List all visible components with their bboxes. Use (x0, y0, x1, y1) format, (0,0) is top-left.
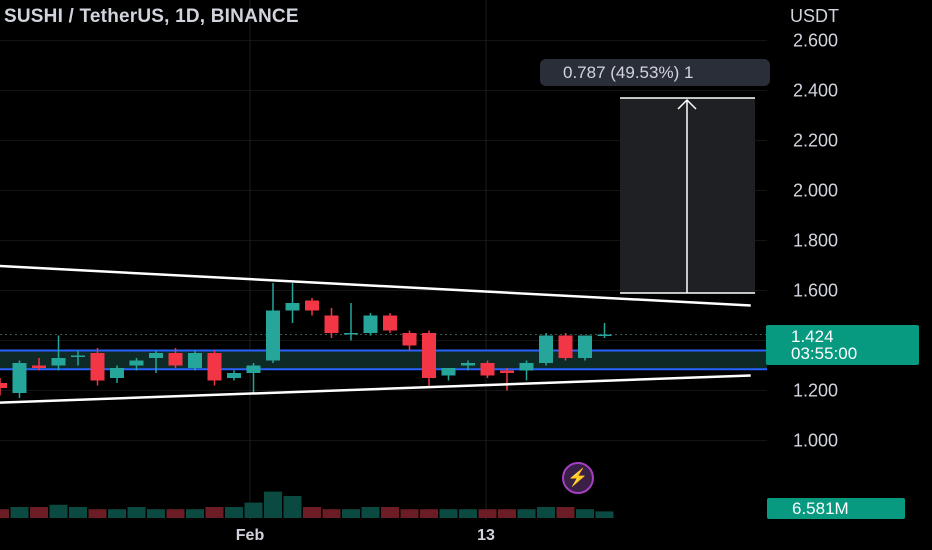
candle-body (207, 353, 222, 381)
price-tick-label: 1.600 (793, 281, 838, 301)
volume-bar (283, 496, 302, 518)
candle-body (188, 353, 202, 368)
candle-body (461, 363, 475, 366)
price-tick-label: 2.400 (793, 81, 838, 101)
volume-bar (498, 509, 516, 518)
candle-body (12, 363, 27, 393)
volume-bar (361, 507, 380, 518)
price-tick-label: 2.000 (793, 181, 838, 201)
volume-bar (166, 509, 185, 518)
candle-body (305, 300, 319, 311)
candle-body (129, 360, 144, 366)
volume-bar (244, 502, 263, 518)
candle-body (227, 373, 241, 378)
volume-bar (537, 507, 555, 518)
measure-arrow-head (677, 98, 697, 110)
chart-title[interactable]: SUSHI / TetherUS, 1D, BINANCE (4, 6, 299, 27)
volume-bar (69, 507, 87, 518)
volume-bar (127, 507, 146, 518)
axis-currency: USDT (790, 6, 839, 26)
volume-bar (556, 507, 575, 518)
price-tick-label: 2.200 (793, 131, 838, 151)
last-price: 1.424 (791, 327, 834, 346)
volume-bar (595, 511, 614, 518)
volume-bar (303, 507, 321, 518)
volume-bar (576, 509, 594, 518)
volume-bar (205, 507, 224, 518)
volume-bar (478, 509, 497, 518)
candle-body (422, 333, 436, 378)
candle-body (51, 358, 66, 366)
measure-box (620, 97, 755, 294)
candles (0, 283, 612, 398)
candle-body (578, 335, 592, 358)
candle-body (441, 368, 456, 376)
volume-bar (30, 507, 48, 518)
volume-bar (49, 504, 68, 518)
candle-body (363, 315, 378, 333)
candle-body (168, 353, 183, 366)
volume-bar (225, 507, 243, 518)
candle-body (324, 315, 339, 333)
candle-body (344, 333, 358, 335)
volume-bar (147, 509, 165, 518)
triangle-lower-line (0, 374, 751, 404)
candle-body (32, 365, 46, 368)
trendlines (0, 264, 751, 404)
candle-body (149, 353, 163, 358)
x-tick-13: 13 (477, 527, 495, 544)
candle-body (597, 334, 612, 336)
candle-body (480, 363, 495, 376)
volume-bar (264, 491, 282, 518)
volume-bar (459, 509, 477, 518)
volume-bar (322, 509, 341, 518)
volume-bar (88, 509, 107, 518)
candle-body (71, 355, 85, 357)
volume-bar (439, 509, 458, 518)
candle-body (402, 333, 417, 346)
volume-bar (400, 509, 419, 518)
price-tick-label: 1.000 (793, 431, 838, 451)
volume-bar (186, 509, 204, 518)
price-axis: 2.600 2.400 2.200 2.000 1.800 1.600 1.200 1.000 (767, 0, 932, 550)
last-price-tag: 1.424 03:55:00 (766, 325, 919, 365)
price-tick-label: 1.800 (793, 231, 838, 251)
volume-bar (108, 509, 126, 518)
grid-lines (0, 0, 767, 520)
volume-bar (517, 509, 536, 518)
volume-bars (0, 491, 614, 518)
volume-bar (0, 509, 9, 518)
lightning-bolt-icon[interactable]: ⚡ (562, 462, 594, 494)
candle-body (383, 315, 397, 331)
volume-tag: 6.581M (767, 498, 905, 519)
price-tick-label: 1.200 (793, 381, 838, 401)
candle-body (90, 353, 105, 381)
price-tick-label: 2.600 (793, 31, 838, 51)
axis-background (767, 0, 932, 550)
volume-bar (420, 509, 438, 518)
volume-bar (381, 507, 399, 518)
candle-body (266, 310, 280, 361)
measure-label: 0.787 (49.53%) 1 (540, 59, 770, 86)
volume-bar (342, 509, 360, 518)
support-band (0, 349, 767, 371)
band-fill (0, 350, 767, 370)
candle-body (519, 363, 534, 371)
candle-body (285, 303, 300, 311)
triangle-upper-line (0, 264, 751, 307)
candle-body (246, 365, 261, 373)
candle-body (0, 383, 7, 388)
candle-countdown: 03:55:00 (791, 344, 858, 363)
volume-bar (10, 507, 29, 518)
candle-body (110, 368, 124, 378)
x-tick-feb: Feb (236, 527, 265, 544)
candle-body (558, 335, 573, 358)
candle-body (539, 335, 553, 363)
candle-body (500, 370, 514, 373)
